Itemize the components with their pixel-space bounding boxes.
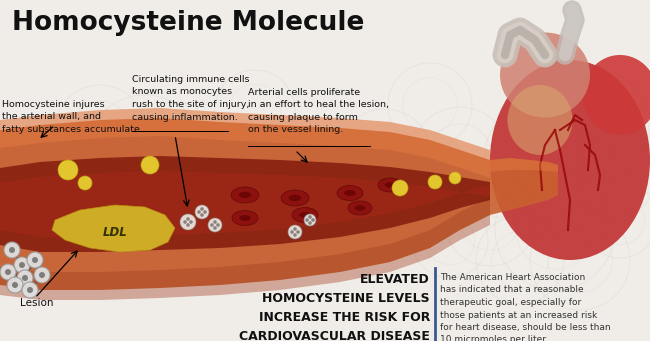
Ellipse shape	[490, 60, 650, 260]
Circle shape	[32, 257, 38, 263]
Text: ELEVATED
HOMOCYSTEINE LEVELS
INCREASE THE RISK FOR
CARDIOVASCULAR DISEASE: ELEVATED HOMOCYSTEINE LEVELS INCREASE TH…	[239, 273, 430, 341]
Circle shape	[22, 275, 28, 281]
Polygon shape	[0, 197, 490, 300]
Circle shape	[27, 252, 43, 268]
Circle shape	[210, 223, 214, 227]
Polygon shape	[0, 118, 490, 290]
Ellipse shape	[239, 215, 251, 221]
Circle shape	[58, 160, 78, 180]
Circle shape	[7, 277, 23, 293]
Circle shape	[27, 287, 33, 293]
Text: Arterial cells proliferate
in an effort to heal the lesion,
causing plaque to fo: Arterial cells proliferate in an effort …	[248, 88, 389, 134]
Ellipse shape	[231, 187, 259, 203]
Ellipse shape	[239, 192, 252, 198]
Circle shape	[39, 272, 45, 278]
Circle shape	[12, 282, 18, 288]
Circle shape	[216, 223, 220, 227]
Circle shape	[189, 220, 193, 224]
Circle shape	[195, 205, 209, 219]
Circle shape	[180, 214, 196, 230]
Circle shape	[17, 270, 33, 286]
Circle shape	[288, 225, 302, 239]
Circle shape	[141, 156, 159, 174]
Circle shape	[308, 221, 312, 225]
Circle shape	[183, 220, 187, 224]
Circle shape	[213, 220, 217, 224]
Polygon shape	[52, 205, 175, 252]
Text: The American Heart Association
has indicated that a reasonable
therapeutic goal,: The American Heart Association has indic…	[440, 273, 610, 341]
Text: Homocysteine injures
the arterial wall, and
fatty substances accumulate.: Homocysteine injures the arterial wall, …	[2, 100, 143, 134]
Circle shape	[213, 226, 217, 230]
Circle shape	[186, 217, 190, 221]
Circle shape	[0, 264, 16, 280]
Ellipse shape	[232, 210, 258, 225]
Ellipse shape	[348, 201, 372, 215]
Circle shape	[200, 207, 204, 211]
Text: Lesion: Lesion	[20, 298, 53, 308]
Circle shape	[293, 233, 297, 237]
Ellipse shape	[281, 190, 309, 206]
Circle shape	[200, 213, 204, 217]
Ellipse shape	[292, 208, 318, 222]
Circle shape	[4, 242, 20, 258]
Ellipse shape	[385, 182, 395, 188]
Ellipse shape	[508, 85, 573, 155]
Circle shape	[449, 172, 461, 184]
Ellipse shape	[500, 32, 590, 118]
Circle shape	[19, 262, 25, 268]
Ellipse shape	[289, 195, 302, 201]
Ellipse shape	[378, 178, 402, 192]
Circle shape	[34, 267, 50, 283]
Ellipse shape	[582, 55, 650, 135]
Circle shape	[392, 180, 408, 196]
Circle shape	[203, 210, 207, 214]
Circle shape	[290, 230, 294, 234]
Circle shape	[9, 247, 15, 253]
Circle shape	[296, 230, 300, 234]
Circle shape	[14, 257, 30, 273]
Circle shape	[208, 218, 222, 232]
Ellipse shape	[344, 190, 356, 196]
Circle shape	[308, 215, 312, 219]
Circle shape	[428, 175, 442, 189]
Circle shape	[197, 210, 201, 214]
Circle shape	[22, 282, 38, 298]
Polygon shape	[0, 156, 490, 252]
Polygon shape	[490, 158, 558, 215]
Circle shape	[293, 227, 297, 231]
Ellipse shape	[299, 212, 311, 218]
Polygon shape	[0, 171, 490, 237]
Text: LDL: LDL	[103, 225, 127, 238]
Circle shape	[186, 223, 190, 227]
Circle shape	[5, 269, 11, 275]
Text: Circulating immune cells
known as monocytes
rush to the site of injury,
causing : Circulating immune cells known as monocy…	[132, 75, 250, 121]
Circle shape	[306, 218, 309, 222]
Polygon shape	[490, 158, 558, 172]
Ellipse shape	[337, 186, 363, 201]
Circle shape	[78, 176, 92, 190]
Text: Homocysteine Molecule: Homocysteine Molecule	[12, 10, 365, 36]
Circle shape	[304, 214, 316, 226]
Polygon shape	[0, 108, 490, 178]
Ellipse shape	[355, 205, 365, 211]
Circle shape	[311, 218, 315, 222]
